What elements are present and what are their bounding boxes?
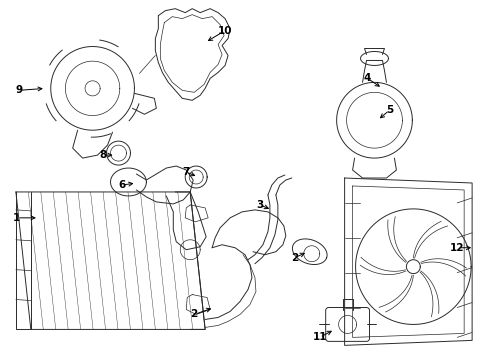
Text: 12: 12 xyxy=(450,243,465,253)
Text: 2: 2 xyxy=(191,310,198,319)
Text: 9: 9 xyxy=(15,85,23,95)
Text: 7: 7 xyxy=(183,167,190,177)
Text: 1: 1 xyxy=(13,213,21,223)
Text: 10: 10 xyxy=(218,26,232,36)
Text: 8: 8 xyxy=(99,150,106,160)
Text: 5: 5 xyxy=(386,105,393,115)
Text: 4: 4 xyxy=(364,73,371,84)
Text: 3: 3 xyxy=(256,200,264,210)
Text: 6: 6 xyxy=(119,180,126,190)
Text: 2: 2 xyxy=(291,253,298,263)
Text: 11: 11 xyxy=(313,332,327,342)
